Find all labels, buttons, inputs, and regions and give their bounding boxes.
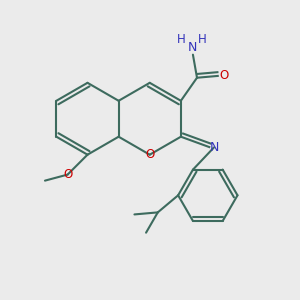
Text: H: H xyxy=(198,33,207,46)
Text: N: N xyxy=(209,141,219,154)
Text: H: H xyxy=(177,33,185,46)
Text: N: N xyxy=(188,41,198,54)
Text: O: O xyxy=(145,148,154,161)
Text: O: O xyxy=(220,69,229,82)
Text: O: O xyxy=(63,168,72,181)
